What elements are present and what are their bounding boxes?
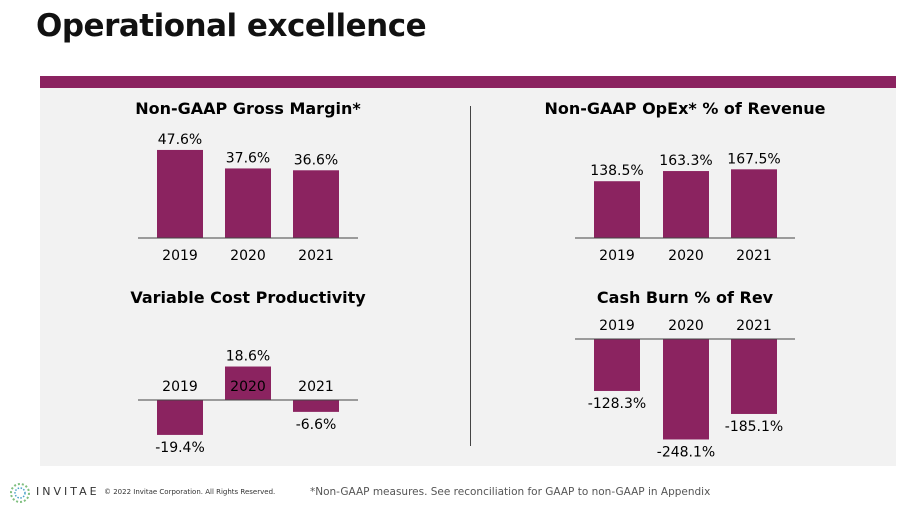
data-label: 167.5% — [727, 151, 780, 167]
bar-2019 — [594, 181, 640, 238]
footnote: *Non-GAAP measures. See reconciliation f… — [310, 486, 711, 498]
brand-name: INVITAE — [36, 485, 100, 498]
category-label: 2020 — [230, 379, 266, 395]
category-label: 2021 — [298, 379, 334, 395]
data-label: 163.3% — [659, 153, 712, 169]
panel-divider — [470, 106, 471, 446]
data-label: 36.6% — [294, 152, 338, 168]
category-label: 2021 — [736, 318, 772, 334]
category-label: 2021 — [736, 248, 772, 264]
bar-2021 — [293, 400, 339, 412]
data-label: -6.6% — [296, 417, 337, 433]
bar-2019 — [157, 400, 203, 435]
data-label: -19.4% — [155, 440, 205, 456]
category-label: 2019 — [599, 248, 635, 264]
category-label: 2020 — [668, 318, 704, 334]
category-label: 2021 — [298, 248, 334, 264]
category-label: 2020 — [230, 248, 266, 264]
data-label: 18.6% — [226, 349, 270, 365]
variable-cost-productivity-chart: Variable Cost Productivity -19.4% 2019 18.6… — [130, 288, 366, 456]
data-label: -128.3% — [588, 396, 646, 412]
data-label: 47.6% — [158, 132, 202, 148]
bar-2021 — [293, 170, 339, 238]
invitae-logo-icon — [10, 483, 30, 503]
bar-2020 — [663, 171, 709, 238]
gross-margin-chart: Non-GAAP Gross Margin* 47.6% 2019 37.6% 2020… — [135, 99, 361, 264]
chart-title: Non-GAAP OpEx* % of Revenue — [544, 99, 825, 118]
data-label: -185.1% — [725, 419, 783, 435]
copyright-text: © 2022 Invitae Corporation. All Rights R… — [104, 488, 276, 496]
chart-title: Non-GAAP Gross Margin* — [135, 99, 361, 118]
bar-2021 — [731, 169, 777, 238]
data-label: 138.5% — [590, 163, 643, 179]
category-label: 2019 — [162, 379, 198, 395]
bar-2020 — [663, 339, 709, 440]
cash-burn-chart: Cash Burn % of Rev -128.3% 2019 -248.1% 2020… — [575, 288, 795, 460]
data-label: 37.6% — [226, 150, 270, 166]
category-label: 2019 — [162, 248, 198, 264]
chart-title: Variable Cost Productivity — [130, 288, 366, 307]
category-label: 2019 — [599, 318, 635, 334]
bar-2019 — [157, 149, 203, 238]
bar-2021 — [731, 339, 777, 414]
chart-title: Cash Burn % of Rev — [597, 288, 774, 307]
category-label: 2020 — [668, 248, 704, 264]
opex-revenue-chart: Non-GAAP OpEx* % of Revenue 138.5% 2019 163… — [544, 99, 825, 264]
bar-2019 — [594, 339, 640, 391]
page-title: Operational excellence — [36, 8, 427, 44]
data-label: -248.1% — [657, 444, 715, 460]
bar-2020 — [225, 168, 271, 238]
accent-band — [40, 76, 896, 88]
bar-2020 — [225, 366, 271, 400]
